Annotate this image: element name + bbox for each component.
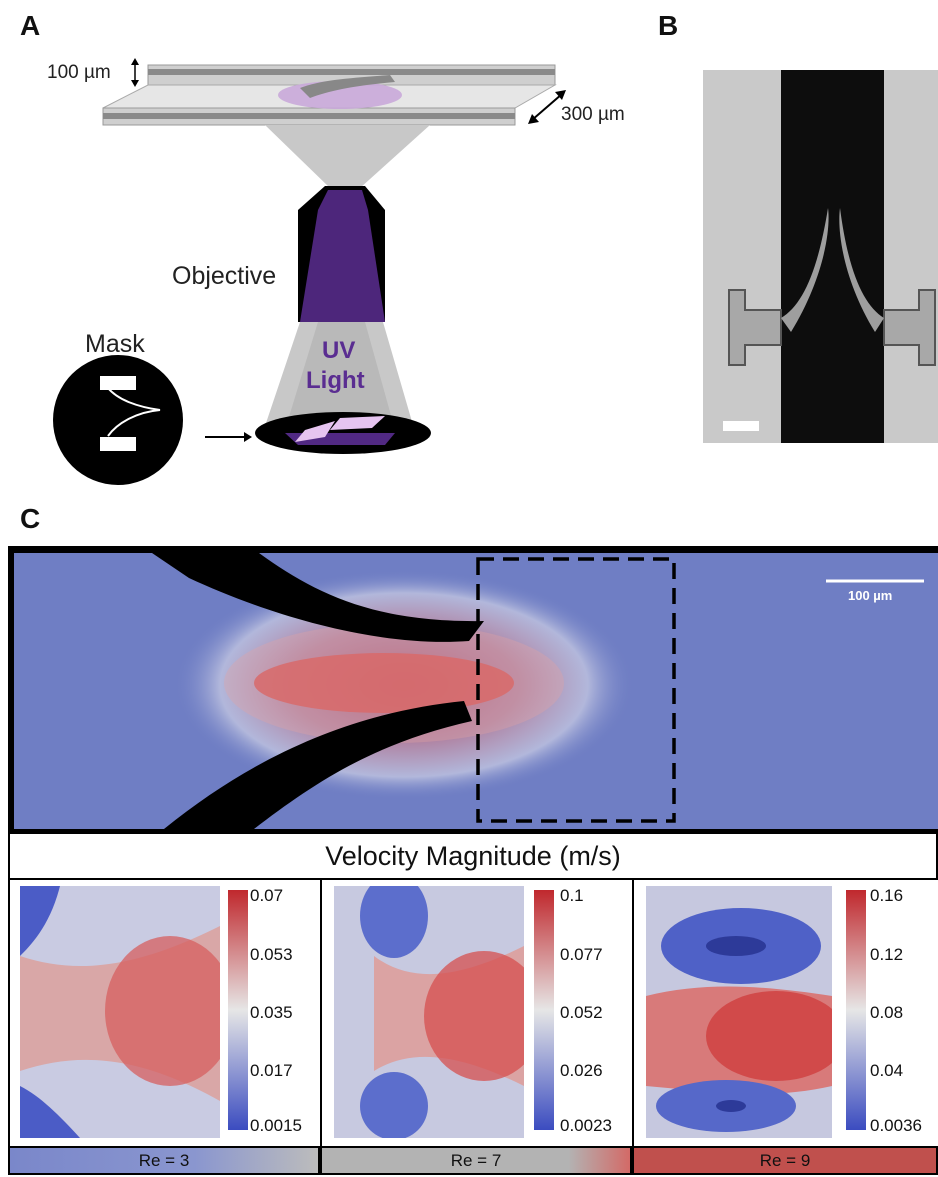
fabrication-schematic xyxy=(53,58,566,485)
velocity-plot-re7 xyxy=(320,878,634,1148)
re9-tick-max: 0.16 xyxy=(870,886,904,905)
velocity-plot-re9 xyxy=(632,878,938,1148)
panel-label-c: C xyxy=(20,503,41,534)
dim-height-label: 100 µm xyxy=(47,62,111,83)
dim-width-label: 300 µm xyxy=(561,104,625,125)
re3-tick-min: 0.0015 xyxy=(250,1116,302,1135)
re9-tick-2: 0.12 xyxy=(870,945,904,964)
re7-tick-3: 0.052 xyxy=(560,1003,603,1022)
scale-bar-label: 100 µm xyxy=(848,588,893,603)
velocity-plot-re3 xyxy=(8,878,322,1148)
re7-tick-4: 0.026 xyxy=(560,1061,603,1080)
re3-tick-3: 0.035 xyxy=(250,1003,293,1022)
re9-tick-4: 0.04 xyxy=(870,1061,904,1080)
re9-label: Re = 9 xyxy=(632,1146,938,1175)
colorbar-title: Velocity Magnitude (m/s) xyxy=(8,834,938,878)
flow-field-image xyxy=(14,553,938,829)
uv-label: UV xyxy=(322,337,356,364)
objective-label: Objective xyxy=(172,262,277,290)
mask-label: Mask xyxy=(85,330,145,358)
re7-label: Re = 7 xyxy=(320,1146,632,1175)
re3-label: Re = 3 xyxy=(8,1146,320,1175)
re3-tick-max: 0.07 xyxy=(250,886,284,905)
light-label: Light xyxy=(306,367,365,394)
re7-tick-min: 0.0023 xyxy=(560,1116,612,1135)
re7-tick-max: 0.1 xyxy=(560,886,584,905)
re3-tick-4: 0.017 xyxy=(250,1061,293,1080)
re9-tick-min: 0.0036 xyxy=(870,1116,922,1135)
re9-tick-3: 0.08 xyxy=(870,1003,904,1022)
panel-label-b: B xyxy=(658,10,679,41)
micrograph-image xyxy=(703,70,938,443)
panel-label-a: A xyxy=(20,10,41,41)
re7-tick-2: 0.077 xyxy=(560,945,603,964)
re3-tick-2: 0.053 xyxy=(250,945,293,964)
colorbar-title-text: Velocity Magnitude (m/s) xyxy=(325,841,621,871)
